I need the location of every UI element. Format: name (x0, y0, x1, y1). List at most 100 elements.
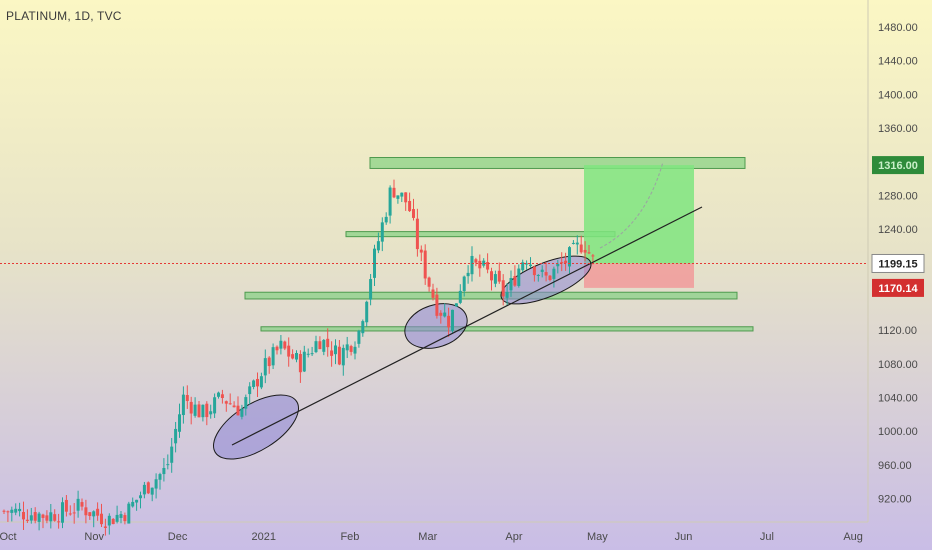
candle-body (435, 294, 439, 316)
candle (517, 264, 521, 288)
candle (252, 379, 256, 390)
candle-body (380, 222, 384, 242)
candle-body (146, 482, 150, 494)
candle-body (571, 242, 575, 244)
candle (513, 265, 517, 287)
candle (415, 208, 419, 257)
x-tick-label: Jun (675, 531, 693, 543)
candle-body (302, 351, 306, 372)
candle-body (123, 515, 127, 522)
candle-body (341, 347, 345, 366)
candle-body (314, 341, 318, 353)
candle (72, 503, 76, 524)
trendline (231, 206, 703, 446)
candle-body (298, 354, 302, 373)
candle (337, 340, 341, 366)
candle (162, 458, 166, 482)
candle (88, 512, 92, 520)
candle (314, 335, 318, 354)
projection-path (599, 161, 664, 249)
candle-body (521, 262, 525, 271)
candle (189, 396, 193, 425)
price-tag-label: 1199.15 (878, 258, 917, 270)
candle-body (548, 275, 552, 280)
candle (166, 454, 170, 470)
candle (373, 244, 376, 286)
candle (111, 518, 115, 525)
candle-body (88, 512, 92, 516)
candle-body (259, 376, 263, 388)
candle (458, 284, 462, 305)
candle (454, 303, 458, 307)
candle (29, 507, 33, 524)
candle (412, 198, 415, 221)
candle (123, 512, 127, 525)
y-tick-label: 1000.00 (878, 426, 918, 438)
candle-body (224, 401, 228, 404)
candle-body (564, 260, 568, 264)
candle (525, 260, 529, 270)
candle (341, 344, 345, 376)
candle (357, 329, 361, 348)
candle-body (552, 268, 556, 279)
candle (185, 385, 189, 409)
candle (263, 349, 267, 384)
candle-body (408, 200, 412, 212)
candle-body (466, 272, 470, 277)
candle-body (10, 509, 14, 513)
candle-body (454, 303, 458, 307)
candle-body (209, 411, 213, 415)
candle-body (540, 269, 544, 272)
candle (330, 341, 334, 367)
candle (150, 487, 154, 502)
candle-body (517, 268, 521, 286)
sr-zone (260, 326, 754, 332)
candle-body (107, 515, 111, 526)
candle-body (201, 404, 205, 418)
candle-body (501, 280, 505, 297)
x-tick-label: Apr (505, 531, 522, 543)
candle (384, 212, 388, 225)
candle (587, 244, 591, 255)
candle-body (154, 479, 158, 489)
candle (25, 509, 29, 523)
candle (345, 336, 349, 359)
candle (326, 328, 330, 357)
candle-body (64, 499, 68, 512)
x-tick-label: Dec (168, 531, 188, 543)
candle (248, 382, 252, 405)
candle-body (310, 353, 314, 355)
candle-body (529, 264, 532, 267)
x-tick-label: 2021 (252, 531, 276, 543)
candle (509, 270, 513, 297)
candle-body (115, 514, 119, 522)
candle-body (37, 513, 41, 522)
candle (197, 400, 201, 418)
candle-body (45, 515, 49, 521)
stop-zone (584, 263, 694, 288)
candle (302, 345, 306, 373)
candle (287, 337, 291, 367)
candle-body (263, 358, 267, 376)
candle (279, 334, 283, 355)
price-tag-label: 1170.14 (878, 283, 918, 295)
candle (404, 192, 408, 211)
candle-body (357, 330, 361, 344)
candle (306, 348, 310, 358)
candle (96, 502, 100, 521)
candle-body (33, 512, 37, 521)
candle-body (451, 309, 454, 331)
candle (6, 510, 10, 522)
candle (536, 274, 540, 282)
candle (178, 403, 181, 438)
candle-body (575, 242, 579, 245)
candle (275, 345, 279, 355)
candle (100, 503, 103, 528)
candle (322, 338, 326, 356)
price-tag-target: 1316.00 (872, 156, 924, 175)
candle-body (72, 512, 76, 514)
candle (497, 262, 501, 284)
symbol-title: PLATINUM, 1D, TVC (6, 9, 122, 23)
